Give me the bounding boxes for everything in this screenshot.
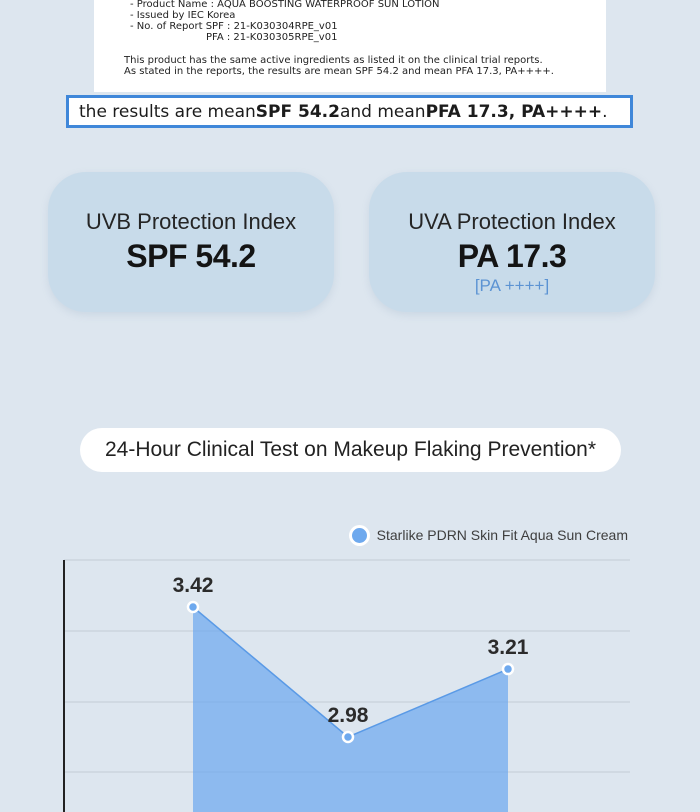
uvb-label: UVB Protection Index — [85, 209, 297, 234]
data-point — [501, 662, 515, 676]
data-point — [186, 600, 200, 614]
legend-label: Starlike PDRN Skin Fit Aqua Sun Cream — [376, 527, 628, 543]
data-label: 3.21 — [488, 636, 529, 659]
data-label: 3.42 — [173, 574, 214, 597]
report-issuer: - Issued by IEC Korea — [130, 10, 236, 21]
highlight-pfa: PFA 17.3, PA++++ — [425, 101, 603, 122]
chart-legend: Starlike PDRN Skin Fit Aqua Sun Cream — [351, 527, 628, 543]
highlight-middle: and mean — [339, 101, 426, 122]
uva-index-card: UVA Protection Index PA 17.3 [PA ++++] — [369, 172, 655, 312]
series-area — [193, 607, 508, 812]
report-results: As stated in the reports, the results ar… — [124, 66, 554, 77]
highlight-prefix: the results are mean — [79, 101, 256, 122]
uva-grade: [PA ++++] — [474, 276, 550, 295]
uvb-index-card: UVB Protection Index SPF 54.2 — [48, 172, 334, 312]
results-highlight: the results are mean SPF 54.2 and mean P… — [66, 95, 633, 128]
report-statement: This product has the same active ingredi… — [124, 55, 543, 66]
uva-label: UVA Protection Index — [408, 209, 616, 234]
series-line — [192, 606, 509, 738]
data-label: 2.98 — [328, 704, 369, 727]
clinical-report-excerpt: - Product Name : AQUA BOOSTING WATERPROO… — [94, 0, 606, 92]
clinical-test-title: 24-Hour Clinical Test on Makeup Flaking … — [80, 428, 621, 472]
report-number-pfa: PFA : 21-K030305RPE_v01 — [206, 32, 338, 43]
legend-dot-icon — [351, 527, 367, 543]
report-product-name: - Product Name : AQUA BOOSTING WATERPROO… — [130, 0, 440, 10]
highlight-suffix: . — [602, 101, 608, 122]
data-point — [341, 730, 355, 744]
highlight-spf: SPF 54.2 — [255, 101, 340, 122]
report-number-spf: - No. of Report SPF : 21-K030304RPE_v01 — [130, 21, 338, 32]
uva-value: PA 17.3 — [457, 238, 567, 274]
uvb-value: SPF 54.2 — [126, 238, 256, 274]
